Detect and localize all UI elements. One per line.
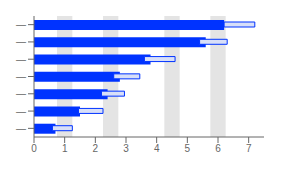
svg-text:6: 6 — [215, 143, 221, 154]
svg-text:5: 5 — [185, 143, 191, 154]
svg-text:—: — — [16, 54, 26, 65]
svg-text:—: — — [16, 36, 26, 47]
svg-text:0: 0 — [31, 143, 37, 154]
svg-text:—: — — [16, 106, 26, 117]
svg-text:—: — — [16, 19, 26, 30]
svg-text:—: — — [16, 88, 26, 99]
svg-text:—: — — [16, 71, 26, 82]
svg-text:—: — — [16, 123, 26, 134]
svg-text:4: 4 — [154, 143, 160, 154]
svg-text:1: 1 — [62, 143, 68, 154]
svg-text:2: 2 — [93, 143, 99, 154]
svg-text:3: 3 — [123, 143, 129, 154]
svg-text:7: 7 — [246, 143, 252, 154]
